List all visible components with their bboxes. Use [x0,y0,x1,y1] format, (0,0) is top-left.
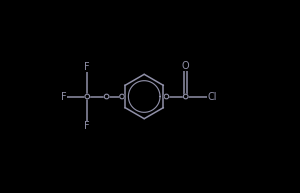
Circle shape [183,94,188,99]
Circle shape [104,94,109,99]
Text: Cl: Cl [207,91,217,102]
Text: F: F [85,62,90,72]
Circle shape [85,94,90,99]
Text: F: F [85,121,90,131]
Circle shape [164,94,169,99]
Text: O: O [182,61,190,71]
Circle shape [120,94,124,99]
Text: F: F [61,91,67,102]
